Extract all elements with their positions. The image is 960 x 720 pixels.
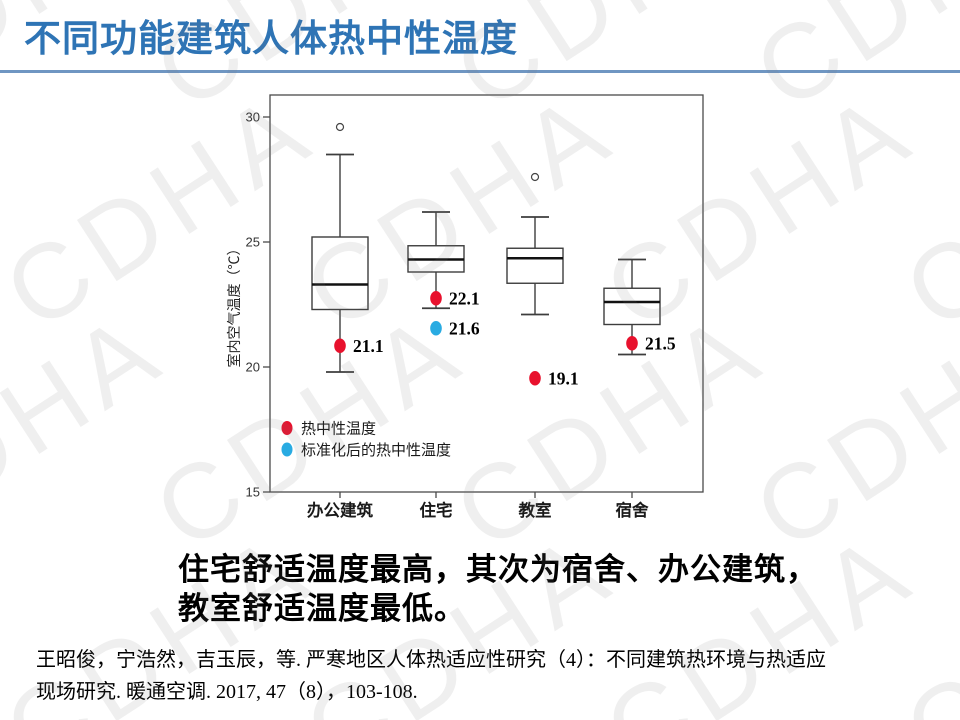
y-axis-title: 室内空气温度（℃） — [226, 242, 242, 368]
neutral-temp-marker — [626, 335, 638, 351]
citation-line-1: 王昭俊，宁浩然，吉玉辰，等. 严寒地区人体热适应性研究（4）：不同建筑热环境与热… — [36, 649, 826, 671]
box — [311, 236, 369, 311]
box — [506, 247, 564, 284]
box — [603, 287, 661, 326]
y-tick-label: 25 — [246, 235, 260, 250]
legend-blue-dot — [281, 442, 293, 457]
standardized-temp-marker — [430, 320, 442, 336]
x-category-label: 宿舍 — [616, 500, 650, 520]
watermark-text: CDHA — [885, 67, 960, 353]
citation-line-2: 现场研究. 暖通空调. 2017, 47（8），103-108. — [36, 681, 418, 703]
conclusion-line-1: 住宅舒适温度最高，其次为宿舍、办公建筑， — [178, 552, 818, 587]
outlier-point — [335, 122, 345, 132]
conclusion-line-2: 教室舒适温度最低。 — [178, 591, 466, 626]
neutral-temp-label: 21.1 — [353, 336, 384, 356]
neutral-temp-label: 21.5 — [645, 333, 676, 353]
slide-title: 不同功能建筑人体热中性温度 — [24, 18, 518, 59]
neutral-temp-marker — [334, 338, 346, 354]
x-category-label: 办公建筑 — [307, 500, 374, 520]
neutral-temp-marker — [430, 290, 442, 306]
outlier-point — [530, 172, 540, 182]
legend-label: 热中性温度 — [301, 421, 376, 438]
neutral-temp-label: 22.1 — [449, 288, 480, 308]
y-tick-label: 15 — [246, 485, 260, 500]
y-tick-label: 30 — [246, 110, 260, 125]
legend-label: 标准化后的热中性温度 — [301, 442, 451, 459]
chart-container: 30 25 20 15 室内空气温度（℃） 办公建筑 住宅 教室 宿舍 21.1 22.1 21.6 1… — [225, 88, 710, 540]
watermark-text: CDHA — [735, 0, 960, 134]
title-underline — [0, 70, 960, 73]
neutral-temp-marker — [529, 370, 541, 386]
x-category-label: 教室 — [518, 500, 552, 520]
conclusion-text: 住宅舒适温度最高，其次为宿舍、办公建筑， 教室舒适温度最低。 — [178, 550, 818, 628]
watermark-text: CDHA — [885, 507, 960, 720]
citation: 王昭俊，宁浩然，吉玉辰，等. 严寒地区人体热适应性研究（4）：不同建筑热环境与热… — [36, 644, 826, 708]
watermark-text: CDHA — [735, 287, 960, 573]
neutral-temp-label: 19.1 — [548, 368, 579, 388]
x-category-label: 住宅 — [420, 500, 453, 520]
boxplot-chart: 30 25 20 15 室内空气温度（℃） 办公建筑 住宅 教室 宿舍 21.1 22.1 21.6 1… — [226, 94, 704, 520]
legend-red-dot — [281, 421, 293, 435]
standardized-temp-label: 21.6 — [449, 318, 480, 338]
watermark-text: CDHA — [0, 287, 185, 573]
y-tick-label: 20 — [246, 360, 260, 375]
